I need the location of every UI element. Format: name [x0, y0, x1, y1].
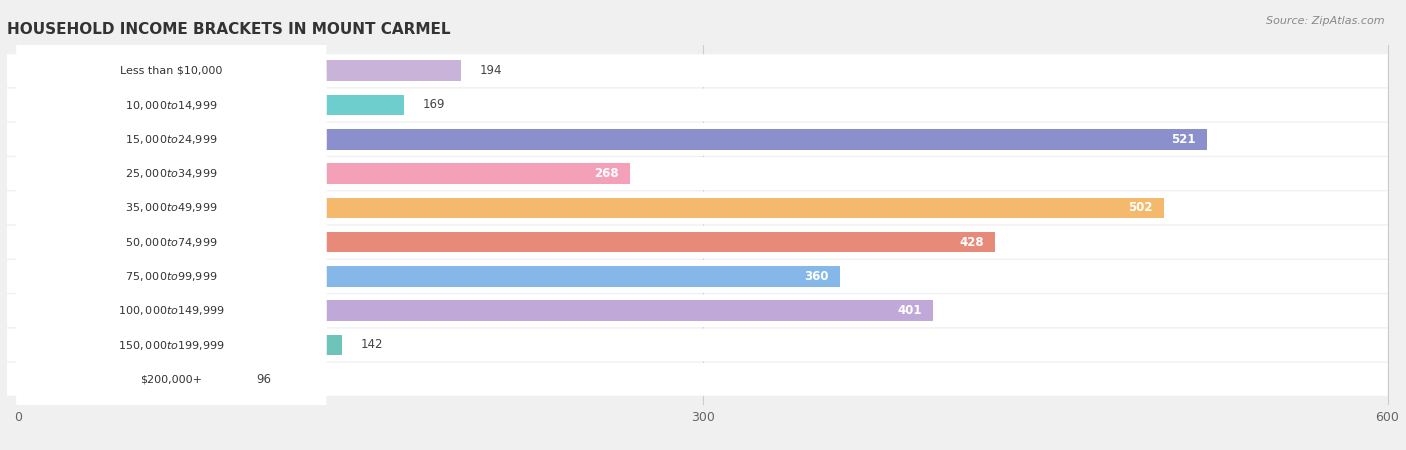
- Bar: [18, 198, 1164, 218]
- Text: 268: 268: [593, 167, 619, 180]
- FancyBboxPatch shape: [15, 130, 326, 354]
- Bar: [18, 163, 630, 184]
- Bar: [18, 335, 343, 356]
- Text: 360: 360: [804, 270, 828, 283]
- Bar: [18, 94, 404, 115]
- Text: 521: 521: [1171, 133, 1197, 146]
- Bar: [18, 301, 934, 321]
- Text: 401: 401: [897, 304, 922, 317]
- Text: $150,000 to $199,999: $150,000 to $199,999: [118, 338, 225, 351]
- Text: Less than $10,000: Less than $10,000: [120, 66, 222, 76]
- FancyBboxPatch shape: [15, 164, 326, 388]
- FancyBboxPatch shape: [15, 0, 326, 217]
- FancyBboxPatch shape: [15, 62, 326, 286]
- FancyBboxPatch shape: [15, 0, 326, 183]
- Bar: [18, 60, 461, 81]
- Text: 194: 194: [479, 64, 502, 77]
- FancyBboxPatch shape: [7, 363, 1388, 396]
- Text: $100,000 to $149,999: $100,000 to $149,999: [118, 304, 225, 317]
- Text: 169: 169: [422, 99, 444, 112]
- Text: Source: ZipAtlas.com: Source: ZipAtlas.com: [1267, 16, 1385, 26]
- FancyBboxPatch shape: [7, 226, 1388, 259]
- Text: $10,000 to $14,999: $10,000 to $14,999: [125, 99, 218, 112]
- Text: HOUSEHOLD INCOME BRACKETS IN MOUNT CARMEL: HOUSEHOLD INCOME BRACKETS IN MOUNT CARME…: [7, 22, 450, 37]
- FancyBboxPatch shape: [15, 198, 326, 423]
- Text: 142: 142: [361, 338, 384, 351]
- FancyBboxPatch shape: [15, 233, 326, 450]
- FancyBboxPatch shape: [7, 260, 1388, 293]
- Bar: [18, 266, 839, 287]
- Text: $25,000 to $34,999: $25,000 to $34,999: [125, 167, 218, 180]
- Bar: [18, 232, 995, 252]
- FancyBboxPatch shape: [7, 123, 1388, 156]
- Text: $200,000+: $200,000+: [141, 374, 202, 384]
- FancyBboxPatch shape: [7, 157, 1388, 190]
- FancyBboxPatch shape: [15, 27, 326, 252]
- Bar: [18, 369, 238, 390]
- Text: $75,000 to $99,999: $75,000 to $99,999: [125, 270, 218, 283]
- FancyBboxPatch shape: [7, 294, 1388, 327]
- Bar: [18, 129, 1208, 149]
- Text: 502: 502: [1128, 201, 1153, 214]
- Text: $50,000 to $74,999: $50,000 to $74,999: [125, 236, 218, 249]
- FancyBboxPatch shape: [15, 96, 326, 320]
- Text: $15,000 to $24,999: $15,000 to $24,999: [125, 133, 218, 146]
- FancyBboxPatch shape: [7, 89, 1388, 122]
- FancyBboxPatch shape: [15, 267, 326, 450]
- FancyBboxPatch shape: [7, 328, 1388, 361]
- Text: 96: 96: [256, 373, 271, 386]
- FancyBboxPatch shape: [7, 54, 1388, 87]
- Text: $35,000 to $49,999: $35,000 to $49,999: [125, 201, 218, 214]
- Text: 428: 428: [959, 236, 984, 249]
- FancyBboxPatch shape: [7, 191, 1388, 224]
